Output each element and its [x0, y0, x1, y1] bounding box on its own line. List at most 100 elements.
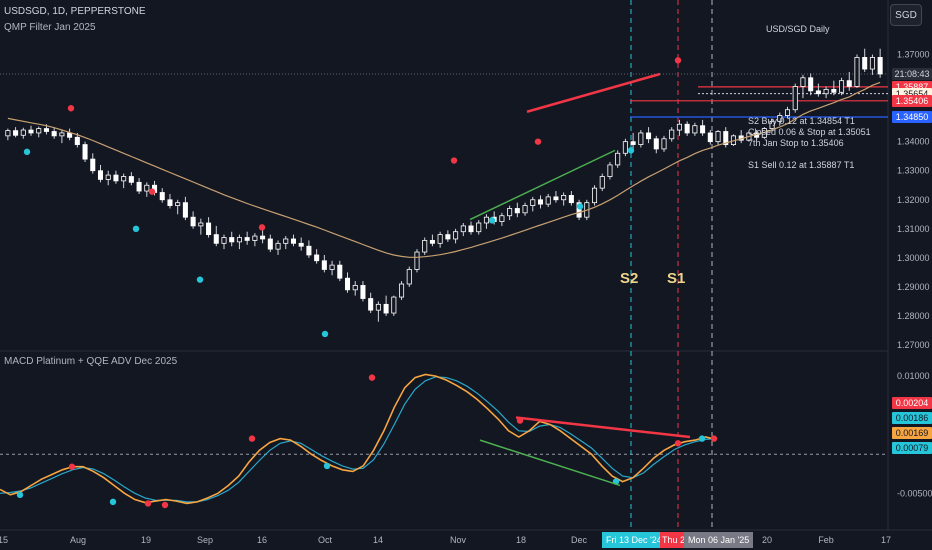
- signal-label-s2: S2: [620, 270, 639, 287]
- signal-dot: [321, 330, 329, 338]
- signal-dot: [132, 225, 140, 233]
- candle-down: [429, 240, 435, 244]
- candle-down: [553, 196, 559, 201]
- signal-dot: [67, 105, 75, 112]
- candle-up: [661, 138, 667, 150]
- macd-support-line: [479, 439, 621, 487]
- support-trend-line: [469, 149, 616, 221]
- signal-dot: [148, 188, 156, 195]
- price-tick-label: 1.29000: [897, 282, 930, 292]
- trade-notes: S2 Buy 0.12 at 1.34854 T1 Closed 0.06 & …: [748, 116, 871, 171]
- candle-down: [67, 132, 73, 138]
- candle-up: [121, 176, 127, 182]
- time-tick-label: Sep: [197, 535, 213, 545]
- candle-down: [684, 123, 690, 134]
- candle-up: [530, 199, 536, 206]
- candle-up: [422, 240, 428, 253]
- macd-cross-dot: [144, 500, 152, 507]
- candle-down: [445, 234, 451, 240]
- price-tick-label: 1.27000: [897, 340, 930, 350]
- candle-up: [5, 130, 11, 137]
- candle-down: [159, 192, 165, 201]
- candle-down: [646, 132, 652, 140]
- macd-tick-label: 0.01000: [897, 371, 930, 381]
- candle-up: [476, 222, 482, 233]
- macd-line: [0, 373, 717, 505]
- candle-up: [592, 187, 598, 204]
- candle-down: [167, 199, 173, 206]
- macd-cross-dot: [674, 440, 682, 447]
- macd-cross-dot: [368, 374, 376, 381]
- time-tick-label: 19: [141, 535, 151, 545]
- axes: 1.37000 1.34000 1.33000 1.32000 1.31000 1.300…: [0, 50, 932, 545]
- candle-down: [74, 136, 80, 145]
- signal-dot: [534, 138, 542, 145]
- candle-down: [537, 199, 544, 205]
- chart-label: USD/SGD Daily: [766, 24, 830, 34]
- signal-dot: [23, 148, 31, 156]
- candle-down: [290, 238, 296, 244]
- time-tick-label: 17: [881, 535, 891, 545]
- candle-up: [839, 80, 845, 93]
- indicator-title[interactable]: QMP Filter Jan 2025: [4, 22, 96, 33]
- candle-down: [846, 80, 852, 87]
- lower-indicator-title[interactable]: MACD Platinum + QQE ADV Dec 2025: [4, 356, 178, 367]
- candle-down: [190, 216, 196, 227]
- candle-up: [329, 264, 335, 270]
- price-tick-label: 1.34000: [897, 137, 930, 147]
- candle-up: [275, 242, 281, 250]
- candle-down: [653, 138, 659, 150]
- signal-dot: [258, 224, 266, 231]
- candle-up: [437, 234, 443, 244]
- price-tag: 1.35406: [892, 94, 932, 107]
- candle-up: [59, 132, 65, 137]
- candle-down: [229, 237, 235, 243]
- candle-down: [568, 195, 574, 204]
- candle-down: [206, 222, 212, 236]
- currency-button[interactable]: SGD: [890, 4, 922, 26]
- candle-down: [298, 242, 304, 247]
- candle-down: [368, 298, 374, 311]
- candle-down: [321, 260, 327, 270]
- candle-up: [561, 195, 567, 201]
- candle-up: [615, 152, 621, 166]
- moving-average: [7, 81, 881, 258]
- note-line: Closed 0.06 & Stop at 1.35051: [748, 127, 871, 137]
- candle-down: [97, 170, 104, 180]
- candle-down: [576, 202, 582, 218]
- candle-down: [182, 202, 188, 218]
- candle-down: [82, 144, 88, 160]
- macd-cross-dot: [710, 435, 718, 442]
- signal-dot: [674, 57, 682, 64]
- candle-down: [630, 141, 636, 145]
- candle-down: [51, 131, 57, 137]
- price-tick-label: 1.33000: [897, 166, 930, 176]
- candle-down: [90, 158, 96, 172]
- candle-up: [769, 120, 775, 129]
- candle-up: [823, 88, 829, 95]
- candle-up: [391, 296, 397, 314]
- macd-cross-dot: [68, 463, 76, 470]
- candle-down: [13, 130, 19, 136]
- candle-up: [784, 109, 791, 116]
- candle-up: [236, 237, 242, 243]
- candle-up: [854, 57, 860, 87]
- time-tick-label: Aug: [70, 535, 86, 545]
- candle-up: [715, 131, 721, 143]
- candle-down: [244, 237, 250, 241]
- candle-up: [175, 202, 181, 206]
- candle-up: [676, 123, 682, 131]
- symbol-title[interactable]: USDSGD, 1D, PEPPERSTONE: [4, 6, 146, 17]
- candle-down: [831, 88, 837, 93]
- candle-up: [414, 251, 420, 270]
- signal-label-s1: S1: [667, 270, 686, 287]
- price-tag: 21:08:43: [892, 67, 932, 80]
- time-tick-label: Dec: [571, 535, 588, 545]
- macd-resistance-line: [515, 416, 691, 439]
- macd-cross-dot: [248, 435, 256, 442]
- candle-up: [669, 129, 675, 140]
- candle-down: [723, 131, 729, 145]
- grid: [0, 0, 932, 531]
- candle-down: [260, 235, 266, 240]
